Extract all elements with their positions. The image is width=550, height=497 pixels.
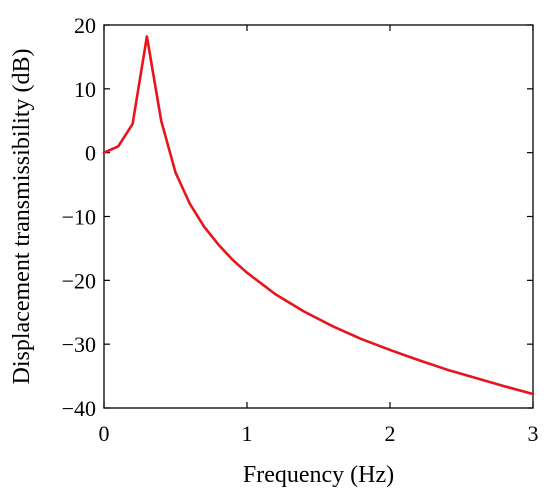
series-layer [102,35,535,396]
x-axis-title: Frequency (Hz) [243,462,394,488]
y-tick-label: 0 [85,141,96,166]
y-axis-title: Displacement transmissibility (dB) [9,49,35,385]
y-tick-label: −20 [62,268,96,293]
x-tick-label: 3 [528,421,539,446]
y-tick-label: 20 [74,13,96,38]
y-tick-label: −10 [62,205,96,230]
plot-area [103,24,534,409]
y-tick-label: −30 [62,332,96,357]
series-line-1 [102,35,535,396]
y-tick-label: 10 [74,77,96,102]
y-tick-label: −40 [62,396,96,421]
x-tick-label: 0 [99,421,110,446]
ticks [103,24,534,409]
x-tick-label: 2 [385,421,396,446]
x-tick-label: 1 [242,421,253,446]
plot-frame [103,24,534,409]
tick-labels: 0 1 2 3 20 10 0 −10 −20 −30 −40 [62,13,539,446]
